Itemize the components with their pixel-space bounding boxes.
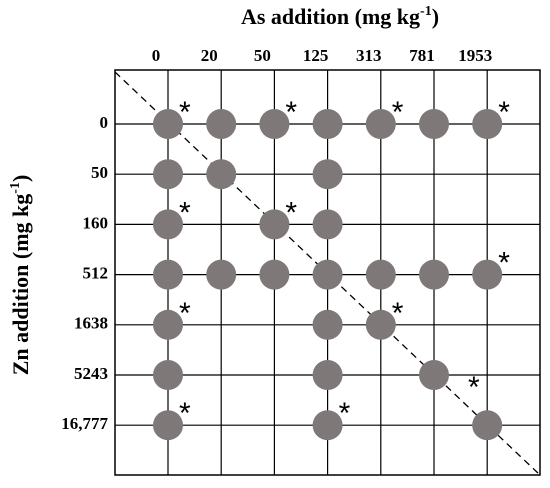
treatment-dot: [419, 109, 449, 139]
treatment-dot: [259, 109, 290, 139]
treatment-dot: [153, 159, 183, 190]
y-label: 5243: [74, 364, 108, 383]
x-label: 0: [152, 46, 161, 65]
y-label: 1638: [74, 314, 108, 333]
y-label: 512: [83, 264, 109, 283]
treatment-dot: [259, 209, 290, 240]
x-title-sup: -1: [420, 4, 432, 19]
treatment-dot: [312, 410, 343, 441]
significance-star: *: [468, 371, 480, 404]
x-label: 1953: [458, 46, 492, 65]
treatment-dot: [153, 410, 183, 441]
treatment-dot: [312, 159, 343, 190]
y-axis-title: Zn addition (mg kg-1): [8, 175, 33, 376]
treatment-dot: [153, 209, 183, 240]
y-label: 160: [83, 213, 109, 232]
y-label: 50: [91, 163, 108, 182]
x-label: 20: [201, 46, 218, 65]
treatment-dot: [365, 109, 396, 139]
y-title-text: Zn addition (mg kg: [8, 194, 33, 376]
significance-star: *: [179, 397, 191, 430]
treatment-dot: [206, 159, 237, 190]
x-label: 50: [254, 46, 271, 65]
y-label: 0: [100, 113, 109, 132]
x-label: 125: [303, 46, 329, 65]
treatment-dot: [472, 410, 503, 441]
significance-star: *: [498, 247, 510, 280]
x-axis-title: As addition (mg kg-1): [241, 4, 439, 29]
treatment-dot: [206, 109, 237, 139]
treatment-dot: [419, 259, 449, 290]
x-label: 781: [409, 46, 435, 65]
treatment-dot: [206, 259, 237, 290]
x-title-text: As addition (mg kg: [241, 4, 420, 29]
treatment-dot: [153, 309, 183, 340]
significance-star: *: [285, 196, 297, 229]
treatment-dot: [312, 259, 343, 290]
significance-star: *: [179, 196, 191, 229]
significance-star: *: [392, 96, 404, 129]
treatment-dot: [153, 360, 183, 390]
treatment-dot: [365, 309, 396, 340]
x-title-suffix: ): [432, 4, 439, 29]
treatment-dot: [365, 259, 396, 290]
y-title-suffix: ): [8, 175, 33, 182]
treatment-dot: [312, 360, 343, 390]
significance-star: *: [392, 297, 404, 330]
treatment-dot: [153, 109, 183, 139]
significance-star: *: [285, 96, 297, 129]
treatment-dot: [472, 109, 503, 139]
y-title-sup: -1: [8, 182, 23, 194]
treatment-dot: [312, 309, 343, 340]
treatment-dot: [472, 259, 503, 290]
x-label: 313: [356, 46, 382, 65]
treatment-dot: [419, 360, 449, 390]
significance-star: *: [179, 96, 191, 129]
y-label: 16,777: [61, 414, 108, 433]
treatment-dot: [312, 209, 343, 240]
significance-star: *: [339, 397, 351, 430]
significance-star: *: [498, 96, 510, 129]
treatment-dot: [312, 109, 343, 139]
treatment-dot: [153, 259, 183, 290]
treatment-dot: [259, 259, 290, 290]
significance-star: *: [179, 297, 191, 330]
